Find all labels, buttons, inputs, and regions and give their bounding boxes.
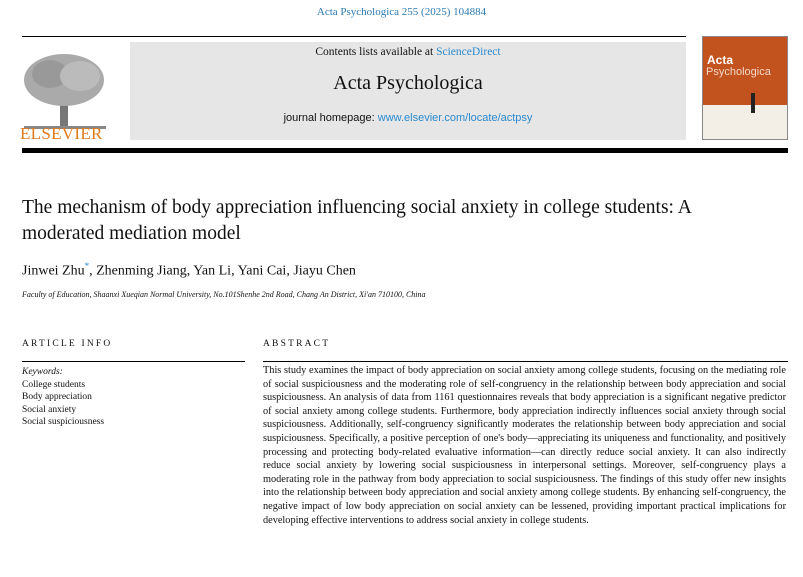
author[interactable]: Zhenming Jiang [96, 263, 187, 279]
homepage-line: journal homepage: www.elsevier.com/locat… [130, 112, 686, 124]
corresponding-author-mark[interactable]: * [84, 261, 90, 271]
divider [263, 361, 788, 362]
cover-title-1: Acta [707, 53, 734, 67]
author[interactable]: Jinwei Zhu [22, 263, 85, 279]
elsevier-tree-logo [24, 54, 106, 129]
homepage-label: journal homepage: [283, 112, 378, 124]
keyword: Social suspiciousness [22, 417, 105, 427]
sciencedirect-link[interactable]: ScienceDirect [436, 46, 501, 58]
divider [22, 36, 686, 37]
author[interactable]: Yan Li [193, 263, 232, 279]
keyword: College students [22, 379, 86, 390]
divider [22, 148, 788, 153]
journal-title: Acta Psychologica [333, 72, 483, 94]
running-header[interactable]: Acta Psychologica 255 (2025) 104884 [316, 6, 487, 18]
keywords: Keywords: College students Body apprecia… [22, 366, 104, 429]
abstract-heading: ABSTRACT [263, 339, 331, 349]
journal-banner: Contents lists available at ScienceDirec… [130, 42, 686, 140]
author[interactable]: Yani Cai [237, 263, 287, 279]
author-list: Jinwei Zhu*, Zhenming Jiang, Yan Li, Yan… [22, 261, 356, 279]
journal-cover[interactable]: Acta Psychologica [702, 36, 788, 140]
cover-figure [751, 93, 755, 113]
homepage-link[interactable]: www.elsevier.com/locate/actpsy [377, 112, 533, 124]
keyword: Social anxiety [22, 404, 77, 415]
keywords-label: Keywords: [22, 367, 63, 377]
abstract-text: This study examines the impact of body a… [263, 365, 786, 526]
author[interactable]: Jiayu Chen [293, 263, 356, 279]
article-title: The mechanism of body appreciation influ… [22, 197, 691, 244]
keyword: Body appreciation [22, 392, 92, 402]
cover-floor [703, 105, 787, 139]
article-info-heading: ARTICLE INFO [22, 339, 113, 349]
divider [22, 361, 245, 362]
publisher-logo-text: ELSEVIER [20, 124, 103, 143]
affiliation: Faculty of Education, Shaanxi Xueqian No… [22, 290, 426, 299]
contents-label: Contents lists available at [315, 46, 437, 58]
cover-title-2: Psychologica [706, 66, 771, 78]
contents-line: Contents lists available at ScienceDirec… [130, 46, 686, 58]
